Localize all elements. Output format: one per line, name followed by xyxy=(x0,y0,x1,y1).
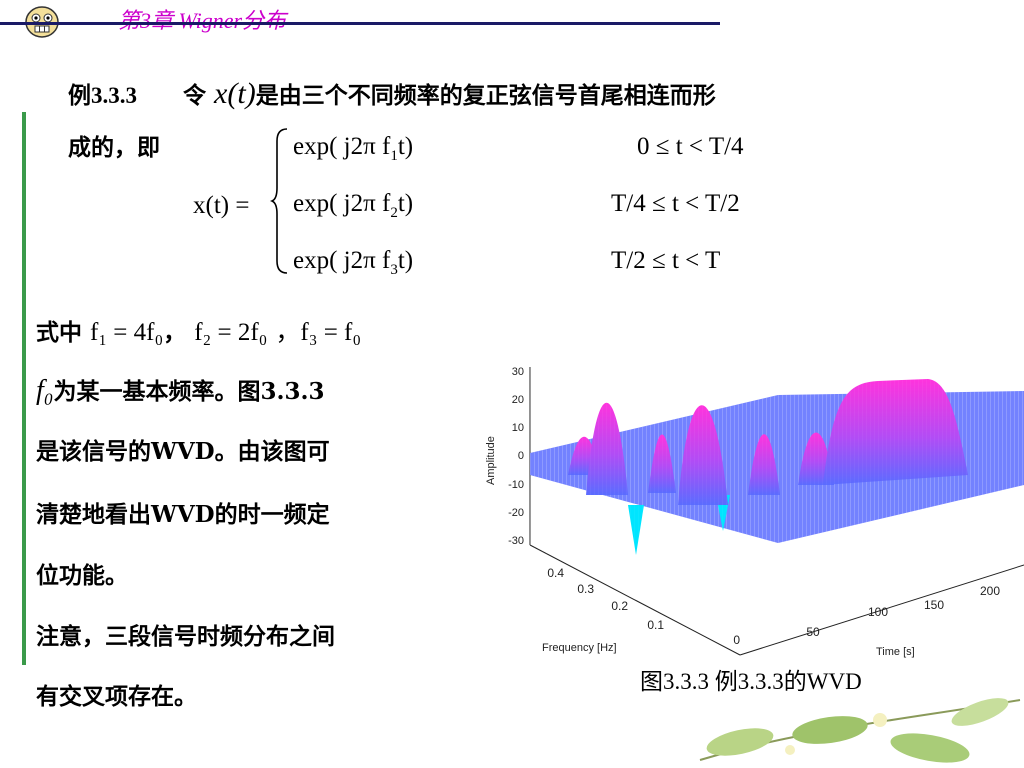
equation-lhs: x(t) = xyxy=(193,192,250,219)
case-1-expr: exp( j2π f1t) xyxy=(293,133,414,164)
x-tick: 100 xyxy=(868,605,888,619)
frequency-definitions: 式中 f₁ = 4f₀， f₂ = 2f₀ ，f₃ = f₀ xyxy=(36,312,361,348)
y-tick: 0.3 xyxy=(577,582,594,596)
example-intro: 例3.3.3 令 x(t)是由三个不同频率的复正弦信号首尾相连而形 xyxy=(68,76,716,111)
surface-mesh-overlay xyxy=(530,355,1024,555)
z-tick: 0 xyxy=(518,450,524,462)
x-tick: 50 xyxy=(806,625,820,639)
leaf-decoration xyxy=(699,698,1021,763)
equation-brace xyxy=(270,128,288,274)
f2-definition: f₂ = 2f₀ xyxy=(194,319,268,346)
frequency-axis-label: Frequency [Hz] xyxy=(542,642,617,654)
header-rule xyxy=(0,22,720,25)
y-tick: 0 xyxy=(733,633,740,647)
chapter-title: 第3章 Wigner分布 xyxy=(118,8,287,33)
z-tick: -20 xyxy=(508,507,524,519)
z-tick: -10 xyxy=(508,479,524,491)
frequency-axis-line xyxy=(529,544,741,656)
z-tick: -30 xyxy=(508,535,524,547)
y-tick: 0.4 xyxy=(547,566,564,580)
x-tick: 200 xyxy=(980,584,1000,598)
cartoon-face-icon xyxy=(22,6,62,38)
example-label: 例3.3.3 xyxy=(68,83,137,108)
body-line2: f₀为某一基本频率。图3.3.3 xyxy=(36,372,325,407)
separator: ， xyxy=(163,319,187,346)
body-line4: 清楚地看出WVD的时一频定 xyxy=(36,501,330,528)
z-tick: 10 xyxy=(512,422,524,434)
f1-definition: f₁ = 4f₀ xyxy=(90,319,164,346)
case-1-condition: 0 ≤ t < T/4 xyxy=(637,133,744,160)
case-2-expr: exp( j2π f2t) xyxy=(293,190,414,221)
figure-caption: 图3.3.3 例3.3.3的WVD xyxy=(640,669,862,694)
z-tick: 30 xyxy=(512,366,524,378)
body-line2-text: 为某一基本频率。图3.3.3 xyxy=(53,378,325,405)
case-2-condition: T/4 ≤ t < T/2 xyxy=(611,190,740,217)
f0-symbol: f₀ xyxy=(36,375,54,406)
left-accent-bar xyxy=(22,112,26,665)
wvd-surface-plot: 30 20 10 0 -10 -20 -30 Amplitude 0.4 0.3… xyxy=(485,355,1024,658)
body-line3: 是该信号的WVD。由该图可 xyxy=(36,438,330,465)
body-line5: 位功能。 xyxy=(36,562,128,589)
line1-prefix: 式中 xyxy=(36,319,82,346)
intro-line2: 成的，即 xyxy=(68,134,160,161)
x-tick: 150 xyxy=(924,598,944,612)
f3-definition: ，f₃ = f₀ xyxy=(275,319,362,346)
y-tick: 0.2 xyxy=(611,599,628,613)
intro-prefix: 令 xyxy=(183,82,207,109)
time-axis-line xyxy=(739,564,1024,656)
body-line6: 注意，三段信号时频分布之间 xyxy=(36,623,335,650)
intro-suffix: 是由三个不同频率的复正弦信号首尾相连而形 xyxy=(255,82,716,109)
y-tick: 0.1 xyxy=(647,618,664,632)
case-3-condition: T/2 ≤ t < T xyxy=(611,247,721,274)
time-axis-label: Time [s] xyxy=(876,646,915,658)
z-tick: 20 xyxy=(512,394,524,406)
signal-symbol: x(t) xyxy=(214,77,256,110)
z-axis-label: Amplitude xyxy=(485,436,497,485)
case-3-expr: exp( j2π f3t) xyxy=(293,247,414,278)
body-line7: 有交叉项存在。 xyxy=(36,683,197,710)
